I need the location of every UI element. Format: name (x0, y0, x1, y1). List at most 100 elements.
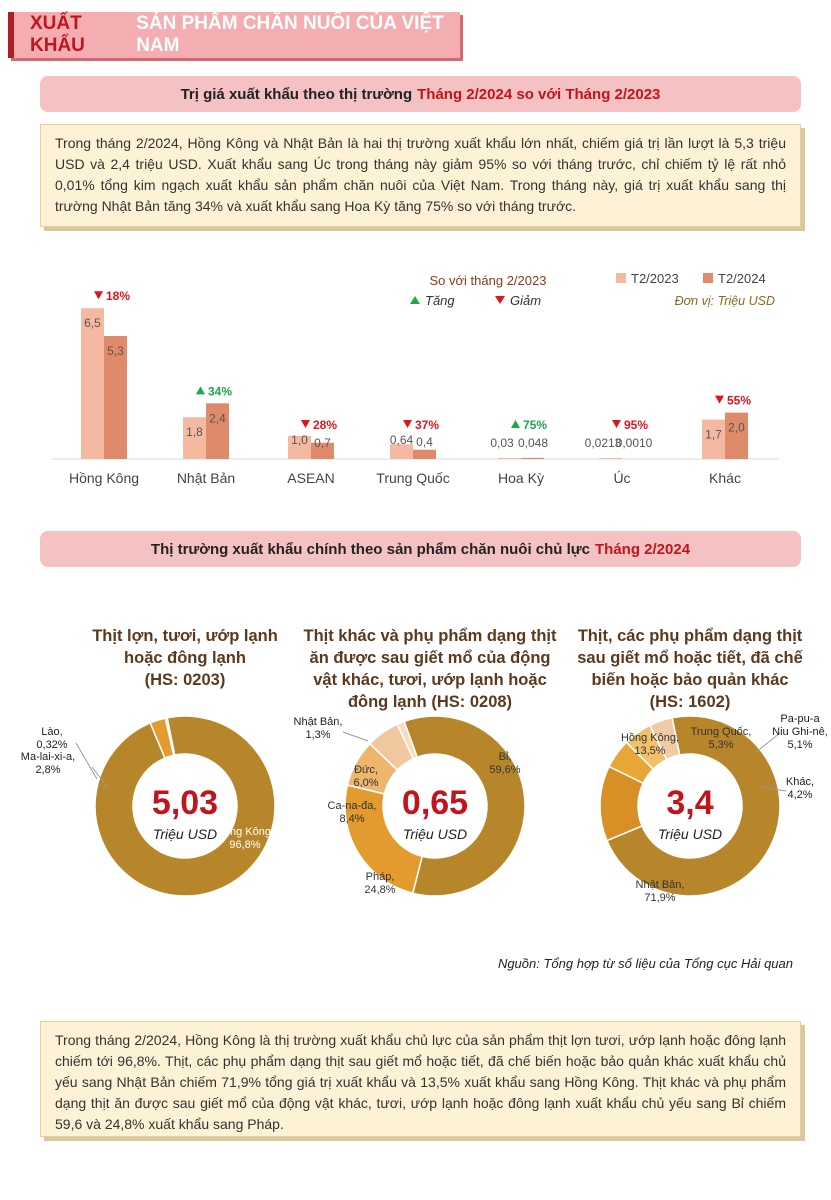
donut2-title-line1: Thịt khác và phụ phẩm dạng thịt (303, 627, 557, 645)
bar-chart: So với tháng 2/2023 Tăng Giảm T2/2023 T2… (52, 271, 779, 486)
donut2-title-line2: ăn được sau giết mổ của động (309, 649, 551, 667)
bar-t2-2023 (390, 444, 413, 459)
bar-value-label-2023: 1,0 (291, 433, 308, 447)
change-label: 34% (208, 384, 232, 398)
bar-t2-2023 (702, 419, 725, 459)
donut2-title: Thịt khác và phụ phẩm dạng thịt ăn được … (295, 625, 565, 713)
bar-value-label-2023: 0,0213 (585, 436, 622, 450)
section-header-products: Thị trường xuất khẩu chính theo sản phẩm… (40, 531, 801, 567)
slice-label: Pháp, 24,8% (364, 871, 395, 896)
source-note: Nguồn: Tổng hợp từ số liệu của Tổng cục … (497, 956, 793, 971)
legend-series1-label: T2/2023 (631, 271, 679, 286)
donut-center-unit: Triệu USD (658, 826, 722, 842)
donut1-title: Thịt lợn, tươi, ướp lạnh hoặc đông lạnh … (60, 625, 310, 691)
down-triangle-icon (301, 420, 310, 428)
change-label: 28% (313, 418, 337, 432)
slice-label: Trung Quốc, 5,3% (691, 726, 752, 751)
donut-center-value: 0,65 (402, 784, 468, 822)
bar-t2-2024 (725, 412, 748, 459)
leader-line (761, 786, 787, 792)
bar-t2-2024 (413, 449, 436, 459)
donut2-title-line3: vật khác, tươi, ướp lạnh hoặc (313, 671, 547, 689)
section-title: Trị giá xuất khẩu theo thị trường (180, 85, 413, 103)
slice-label: Đức, 6,0% (353, 764, 378, 789)
change-label: 55% (727, 394, 751, 408)
legend-series2-label: T2/2024 (718, 271, 766, 286)
donut3-title: Thịt, các phụ phẩm dạng thịt sau giết mổ… (565, 625, 815, 713)
bar-value-label-2024: 5,3 (107, 344, 124, 358)
summary-paragraph-2: Trong tháng 2/2024, Hồng Kông là thị trư… (40, 1021, 801, 1137)
section2-title: Thị trường xuất khẩu chính theo sản phẩm… (150, 540, 591, 558)
up-triangle-icon (410, 296, 420, 304)
bar-t2-2024 (311, 442, 334, 459)
down-triangle-icon (403, 420, 412, 428)
bar-t2-2024 (206, 403, 229, 459)
bar-t2-2023 (599, 458, 622, 459)
down-triangle-icon (612, 420, 621, 428)
bar-t2-2023 (81, 308, 104, 459)
donut3-title-line4: (HS: 1602) (649, 693, 731, 711)
leader-line (754, 732, 781, 754)
change-label: 18% (106, 289, 130, 303)
legend-up-label: Tăng (425, 293, 455, 308)
donut-hole (383, 754, 487, 858)
donut1-title-line2: hoặc đông lạnh (124, 649, 246, 667)
leader-line (342, 731, 369, 742)
category-label: Trung Quốc (376, 470, 449, 486)
donut-hole (133, 754, 237, 858)
bar-t2-2023 (498, 458, 521, 459)
slice-label: Lào, 0,32% (36, 726, 67, 751)
bar-value-label-2024: 2,4 (209, 411, 226, 425)
bar-value-label-2024: 0,0010 (616, 436, 653, 450)
slice-label: Khác, 4,2% (786, 776, 814, 801)
category-label: Khác (709, 470, 741, 486)
bar-value-label-2023: 0,03 (490, 436, 514, 450)
banner-title-part1: XUẤT KHẨU (30, 13, 85, 56)
category-label: Úc (613, 470, 630, 486)
donut1-title-line1: Thịt lợn, tươi, ướp lạnh (92, 627, 278, 645)
donut3-title-line1: Thịt, các phụ phẩm dạng thịt (577, 627, 803, 645)
donut1-title-line3: (HS: 0203) (144, 671, 226, 689)
bar-t2-2023 (288, 435, 311, 459)
unit-label: Đơn vị: Triệu USD (675, 294, 775, 308)
bar-value-label-2023: 1,8 (186, 425, 203, 439)
donut3-title-line2: sau giết mổ hoặc tiết, đã chế (577, 649, 803, 667)
bar-value-label-2024: 0,048 (518, 436, 548, 450)
change-label: 75% (523, 418, 547, 432)
slice-label: Bỉ, 59,6% (489, 751, 520, 776)
legend-swatch-2024 (703, 273, 713, 283)
bar-t2-2024 (521, 457, 544, 459)
category-label: Nhật Bản (177, 470, 235, 486)
slice-label: Ma-lai-xi-a, 2,8% (21, 751, 75, 776)
leader-line (75, 742, 98, 780)
donut3-title-line3: biến hoặc bảo quản khác (591, 671, 789, 689)
slice-label: Ca-na-đa, 8,4% (328, 800, 377, 825)
donut-center-value: 3,4 (666, 784, 713, 822)
down-triangle-icon (94, 291, 103, 300)
up-triangle-icon (511, 420, 520, 428)
slice-label: Hồng Kông, 96,8% (216, 826, 274, 851)
bar-t2-2023 (183, 417, 206, 459)
legend-compare-label: So với tháng 2/2023 (430, 273, 547, 288)
slice-label: Nhật Bản, 1,3% (294, 716, 343, 741)
slice-label: Hồng Kông, 13,5% (621, 732, 679, 757)
change-label: 95% (624, 418, 648, 432)
donut-chart: 0,65 Triệu USD Bỉ, 59,6% Pháp, 24,8% Ca-na-đa,… (294, 715, 526, 897)
legend-down-label: Giảm (510, 293, 541, 308)
donut-chart: 3,4 Triệu USD Nhật Bản, 71,9% Hồng Kông, 13,5… (599, 713, 828, 904)
summary-paragraph-1: Trong tháng 2/2024, Hồng Kông và Nhật Bả… (40, 124, 801, 227)
leader-line (91, 766, 109, 789)
down-triangle-icon (495, 296, 505, 304)
bar-value-label-2024: 0,4 (416, 435, 433, 449)
category-label: Hoa Kỳ (498, 470, 544, 486)
bar-value-label-2023: 1,7 (705, 428, 722, 442)
donut2-title-line4: đông lạnh (HS: 0208) (347, 693, 513, 711)
bar-t2-2024 (104, 336, 127, 459)
donut-hole (638, 754, 742, 858)
up-triangle-icon (196, 386, 205, 395)
section-title-highlight: Tháng 2/2024 so với Tháng 2/2023 (417, 85, 661, 103)
bar-value-label-2024: 2,0 (728, 421, 745, 435)
category-label: ASEAN (287, 470, 334, 486)
